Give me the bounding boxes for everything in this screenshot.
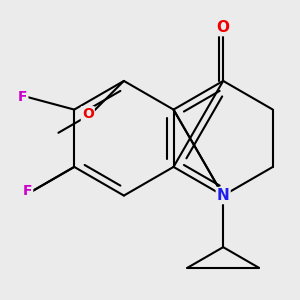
Text: F: F <box>23 184 32 198</box>
Text: F: F <box>18 90 27 104</box>
Text: O: O <box>82 107 94 121</box>
Text: O: O <box>217 20 230 35</box>
Text: N: N <box>217 188 230 203</box>
